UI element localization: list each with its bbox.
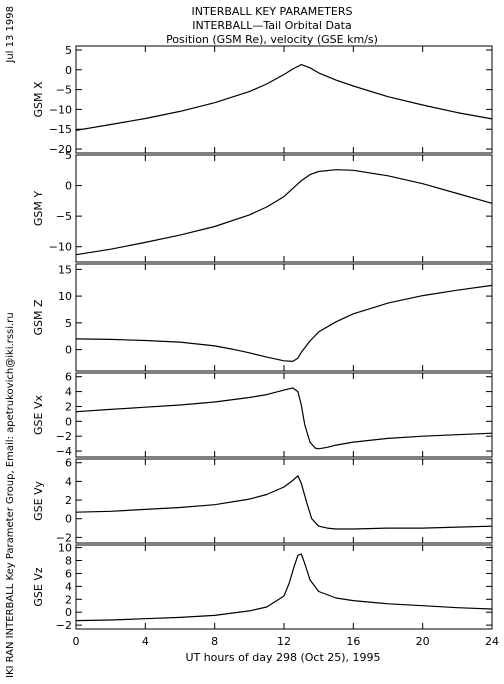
series-line bbox=[75, 553, 493, 622]
y-tick-label: 0 bbox=[65, 513, 72, 526]
panel-y-label: GSM X bbox=[32, 81, 45, 117]
y-tick-label: 5 bbox=[65, 149, 72, 162]
y-tick-label: 10 bbox=[58, 542, 72, 555]
x-tick-label: 16 bbox=[346, 635, 360, 648]
y-tick-label: 6 bbox=[65, 371, 72, 384]
chart-title-line-3: Position (GSM Re), velocity (GSE km/s) bbox=[166, 33, 378, 46]
y-tick-label: 5 bbox=[65, 317, 72, 330]
y-tick-label: −2 bbox=[56, 619, 72, 632]
panel-frame bbox=[75, 544, 493, 630]
y-tick-label: 4 bbox=[65, 580, 72, 593]
x-tick-label: 24 bbox=[485, 635, 499, 648]
y-tick-label: 2 bbox=[65, 494, 72, 507]
y-tick-label: −20 bbox=[49, 143, 72, 156]
x-axis-label: UT hours of day 298 (Oct 25), 1995 bbox=[185, 651, 380, 664]
y-tick-label: −10 bbox=[49, 241, 72, 254]
chart-title-line-1: INTERBALL KEY PARAMETERS bbox=[192, 5, 353, 18]
series-line bbox=[75, 284, 493, 362]
y-tick-label: −5 bbox=[56, 210, 72, 223]
y-tick-label: 0 bbox=[65, 180, 72, 193]
y-tick-label: 0 bbox=[65, 64, 72, 77]
credit-line: IKI RAN INTERBALL Key Parameter Group, E… bbox=[5, 312, 16, 678]
chart-title-line-2: INTERBALL—Tail Orbital Data bbox=[192, 19, 351, 32]
y-tick-label: 6 bbox=[65, 567, 72, 580]
y-tick-label: 0 bbox=[65, 606, 72, 619]
panel-y-label: GSE Vx bbox=[32, 395, 45, 435]
y-tick-label: 8 bbox=[65, 555, 72, 568]
y-tick-label: −2 bbox=[56, 430, 72, 443]
panel-y-label: GSM Z bbox=[32, 299, 45, 335]
panel-frame bbox=[75, 154, 493, 263]
panel-y-label: GSM Y bbox=[32, 191, 45, 226]
y-tick-label: −4 bbox=[56, 445, 72, 458]
panel-frame bbox=[75, 372, 493, 458]
date-stamp: Jul 13 1998 bbox=[5, 6, 16, 64]
y-tick-label: −10 bbox=[49, 103, 72, 116]
y-tick-label: 4 bbox=[65, 386, 72, 399]
y-tick-label: 5 bbox=[65, 44, 72, 57]
panel-frame bbox=[75, 458, 493, 544]
y-tick-label: 10 bbox=[58, 290, 72, 303]
y-tick-label: 2 bbox=[65, 593, 72, 606]
x-tick-label: 20 bbox=[416, 635, 430, 648]
y-tick-label: 4 bbox=[65, 475, 72, 488]
x-tick-label: 0 bbox=[73, 635, 80, 648]
y-tick-label: −5 bbox=[56, 84, 72, 97]
series-line bbox=[75, 169, 493, 256]
x-tick-label: 4 bbox=[142, 635, 149, 648]
series-line bbox=[75, 475, 493, 530]
y-tick-label: −2 bbox=[56, 531, 72, 544]
y-tick-label: 0 bbox=[65, 344, 72, 357]
y-tick-label: −15 bbox=[49, 123, 72, 136]
x-tick-label: 8 bbox=[211, 635, 218, 648]
panel-y-label: GSE Vy bbox=[32, 481, 45, 521]
y-tick-label: 0 bbox=[65, 415, 72, 428]
y-tick-label: 2 bbox=[65, 400, 72, 413]
series-line bbox=[75, 387, 493, 450]
panel-frame bbox=[75, 45, 493, 154]
panel-y-label: GSE Vz bbox=[32, 567, 45, 606]
panel-frame bbox=[75, 263, 493, 372]
series-line bbox=[75, 63, 493, 131]
x-tick-label: 12 bbox=[277, 635, 291, 648]
y-tick-label: 15 bbox=[58, 263, 72, 276]
y-tick-label: 6 bbox=[65, 457, 72, 470]
